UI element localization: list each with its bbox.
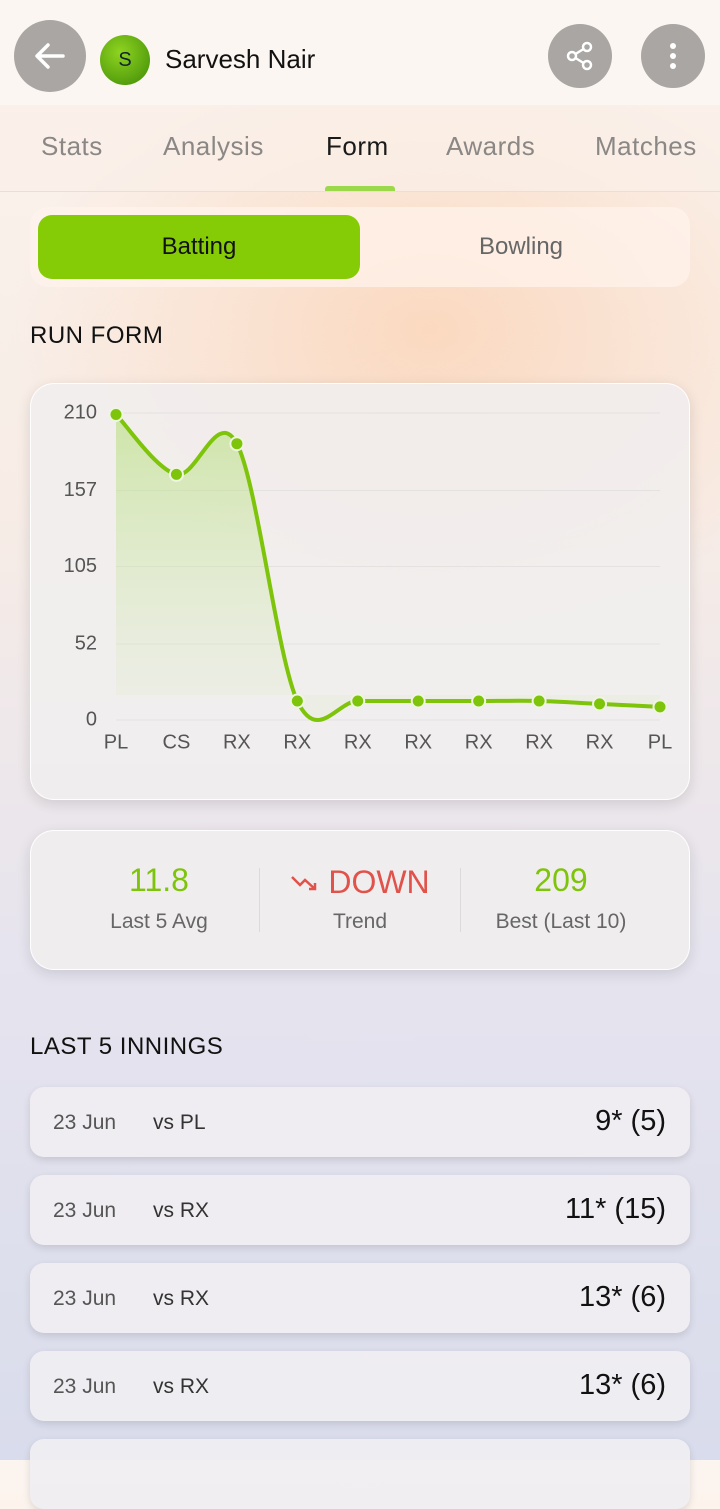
- x-tick-label: RX: [465, 731, 493, 753]
- point: [471, 693, 487, 709]
- innings-row[interactable]: 23 Jun vs PL 9* (5): [30, 1087, 690, 1157]
- innings-date: 23 Jun: [53, 1375, 117, 1398]
- innings-score: 13* (6): [578, 1281, 666, 1313]
- point: [592, 696, 608, 712]
- summary-stat: DOWN Trend: [260, 862, 460, 934]
- share-icon: [566, 41, 593, 71]
- avatar: S: [100, 35, 150, 85]
- share-button[interactable]: [548, 24, 612, 88]
- x-tick-label: RX: [283, 731, 311, 753]
- x-tick-label: RX: [404, 731, 432, 753]
- x-tick-label: CS: [163, 731, 191, 753]
- player-name: Sarvesh Nair: [165, 44, 316, 74]
- innings-opponent: vs PL: [153, 1111, 206, 1134]
- back-icon: [35, 43, 65, 69]
- y-tick-label: 52: [75, 632, 97, 654]
- innings-row[interactable]: 23 Jun vs RX 11* (15): [30, 1175, 690, 1245]
- point: [350, 693, 366, 709]
- toggle-option[interactable]: Bowling: [478, 233, 564, 260]
- innings-date: 23 Jun: [53, 1287, 117, 1310]
- point: [108, 406, 124, 422]
- tab-indicator: [325, 186, 395, 191]
- innings-date: 23 Jun: [53, 1199, 117, 1222]
- innings-score: 11* (15): [564, 1193, 666, 1225]
- area: [116, 414, 660, 721]
- x-tick-label: PL: [104, 731, 128, 753]
- back-button[interactable]: [14, 20, 86, 92]
- stat-label: Last 5 Avg: [110, 910, 208, 933]
- summary-stat: 209 Best (Last 10): [461, 862, 661, 934]
- x-tick-label: PL: [648, 731, 672, 753]
- innings-score: 13* (6): [578, 1369, 666, 1401]
- innings-opponent: vs RX: [153, 1199, 210, 1222]
- trend-icon: [291, 876, 317, 891]
- stat-value: DOWN: [328, 863, 430, 900]
- section-title: RUN FORM: [30, 322, 164, 349]
- line: [114, 412, 662, 722]
- y-tick-label: 0: [86, 708, 97, 730]
- x-tick-label: RX: [223, 731, 251, 753]
- x-tick-label: RX: [344, 731, 372, 753]
- point: [410, 693, 426, 709]
- y-tick-label: 210: [64, 401, 97, 423]
- tab[interactable]: Matches: [595, 131, 697, 161]
- tab[interactable]: Form: [326, 131, 389, 161]
- point: [229, 436, 245, 452]
- innings-score: 9* (5): [595, 1105, 666, 1137]
- innings-row[interactable]: [30, 1439, 690, 1509]
- innings-opponent: vs RX: [153, 1375, 210, 1398]
- tab[interactable]: Stats: [41, 131, 103, 161]
- summary-stat: 11.8 Last 5 Avg: [59, 862, 259, 934]
- point: [289, 693, 305, 709]
- x-tick-label: RX: [586, 731, 614, 753]
- stat-label: Best (Last 10): [495, 910, 627, 933]
- divider: [460, 868, 461, 932]
- tab[interactable]: Awards: [446, 131, 536, 161]
- innings-date: 23 Jun: [53, 1111, 117, 1134]
- more-icon: [670, 43, 676, 69]
- innings-row[interactable]: 23 Jun vs RX 13* (6): [30, 1263, 690, 1333]
- point: [531, 693, 547, 709]
- divider: [259, 868, 260, 932]
- summary-card: [30, 830, 690, 970]
- stat-value: 11.8: [129, 862, 189, 898]
- stat-value: 209: [534, 862, 588, 898]
- tab-bar: [0, 105, 720, 192]
- point: [168, 466, 184, 482]
- innings-opponent: vs RX: [153, 1287, 210, 1310]
- point: [652, 699, 668, 715]
- tab[interactable]: Analysis: [163, 131, 264, 161]
- chart: 0 52 105 157 210 PL CS RX RX RX RX RX RX RX PL: [64, 401, 673, 753]
- innings-row[interactable]: 23 Jun vs RX 13* (6): [30, 1351, 690, 1421]
- stat-label: Trend: [332, 910, 388, 933]
- section-title: LAST 5 INNINGS: [30, 1033, 224, 1060]
- y-tick-label: 157: [64, 479, 97, 501]
- x-tick-label: RX: [525, 731, 553, 753]
- y-tick-label: 105: [64, 555, 97, 577]
- toggle-option[interactable]: Batting: [38, 215, 360, 279]
- more-button[interactable]: [641, 24, 705, 88]
